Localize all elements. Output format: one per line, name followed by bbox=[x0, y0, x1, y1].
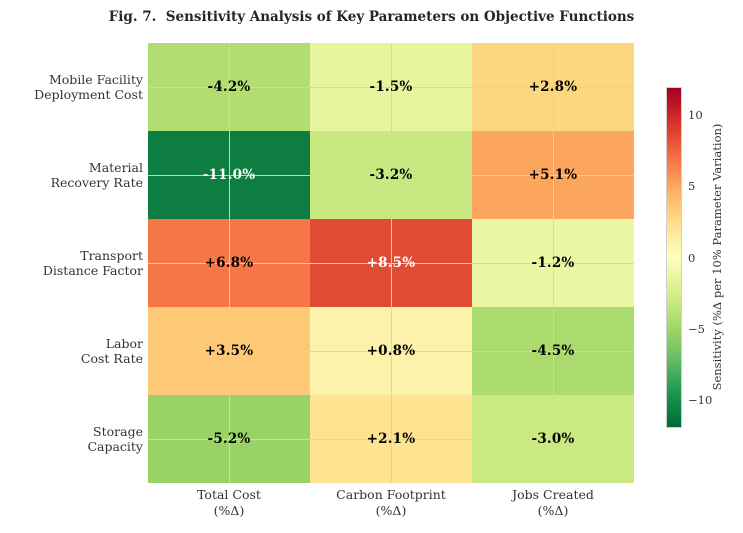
heatmap-plot-area: -4.2% -1.5% +2.8% -11.0% -3.2% +5.1% +6.8% +8.5… bbox=[148, 43, 634, 483]
row-label: Storage Capacity bbox=[0, 424, 143, 455]
cell-value-label: -1.5% bbox=[369, 79, 413, 95]
gridline-horizontal bbox=[148, 439, 634, 440]
colorbar-tick-label: 0 bbox=[688, 250, 696, 265]
cell-value-label: +5.1% bbox=[528, 167, 578, 183]
row-label-line: Deployment Cost bbox=[34, 87, 143, 102]
row-label-line: Recovery Rate bbox=[50, 175, 143, 190]
cell-value-label: -3.0% bbox=[531, 431, 575, 447]
gridline-horizontal bbox=[148, 263, 634, 264]
cell-value-label: -3.2% bbox=[369, 167, 413, 183]
column-label-line: (%Δ) bbox=[537, 502, 569, 518]
cell-value-label: -5.2% bbox=[207, 431, 251, 447]
column-label: Carbon Footprint (%Δ) bbox=[336, 487, 446, 518]
column-label-line: (%Δ) bbox=[213, 502, 245, 518]
gridline-horizontal bbox=[148, 87, 634, 88]
cell-value-label: -11.0% bbox=[202, 167, 256, 183]
colorbar-tick-label: −10 bbox=[688, 392, 713, 407]
column-label-line: Carbon Footprint bbox=[336, 487, 446, 502]
row-label: Mobile Facility Deployment Cost bbox=[0, 72, 143, 103]
column-label: Total Cost (%Δ) bbox=[197, 487, 261, 518]
colorbar-tick-label: 5 bbox=[688, 179, 696, 194]
row-label-line: Storage bbox=[93, 423, 143, 439]
row-label-line: Material bbox=[88, 159, 143, 175]
figure-title: Fig. 7. Sensitivity Analysis of Key Para… bbox=[108, 9, 635, 25]
column-label: Jobs Created (%Δ) bbox=[512, 487, 594, 518]
row-label-line: Distance Factor bbox=[42, 263, 143, 278]
cell-value-label: -1.2% bbox=[531, 255, 575, 271]
cell-value-label: +6.8% bbox=[204, 255, 254, 271]
row-label: Transport Distance Factor bbox=[0, 248, 143, 279]
column-label-line: Jobs Created bbox=[512, 487, 594, 502]
colorbar-tick-label: −5 bbox=[688, 321, 705, 336]
gridline-horizontal bbox=[148, 175, 634, 176]
row-label: Material Recovery Rate bbox=[0, 160, 143, 191]
row-label-line: Mobile Facility bbox=[48, 71, 143, 87]
row-label-line: Labor bbox=[105, 335, 143, 351]
colorbar-gradient bbox=[666, 87, 682, 428]
row-label-line: Cost Rate bbox=[80, 351, 143, 366]
colorbar-axis-label: Sensitivity (%Δ per 10% Parameter Variat… bbox=[710, 123, 724, 391]
cell-value-label: +0.8% bbox=[366, 343, 416, 359]
row-label: Labor Cost Rate bbox=[0, 336, 143, 367]
column-label-line: (%Δ) bbox=[375, 502, 407, 518]
column-label-line: Total Cost bbox=[197, 487, 261, 502]
cell-value-label: -4.5% bbox=[531, 343, 575, 359]
gridline-horizontal bbox=[148, 351, 634, 352]
cell-value-label: +2.8% bbox=[528, 79, 578, 95]
cell-value-label: +2.1% bbox=[366, 431, 416, 447]
cell-value-label: -4.2% bbox=[207, 79, 251, 95]
colorbar-tick-label: 10 bbox=[688, 108, 703, 123]
row-label-line: Transport bbox=[80, 247, 143, 263]
row-label-line: Capacity bbox=[87, 439, 143, 454]
cell-value-label: +8.5% bbox=[366, 255, 416, 271]
cell-value-label: +3.5% bbox=[204, 343, 254, 359]
